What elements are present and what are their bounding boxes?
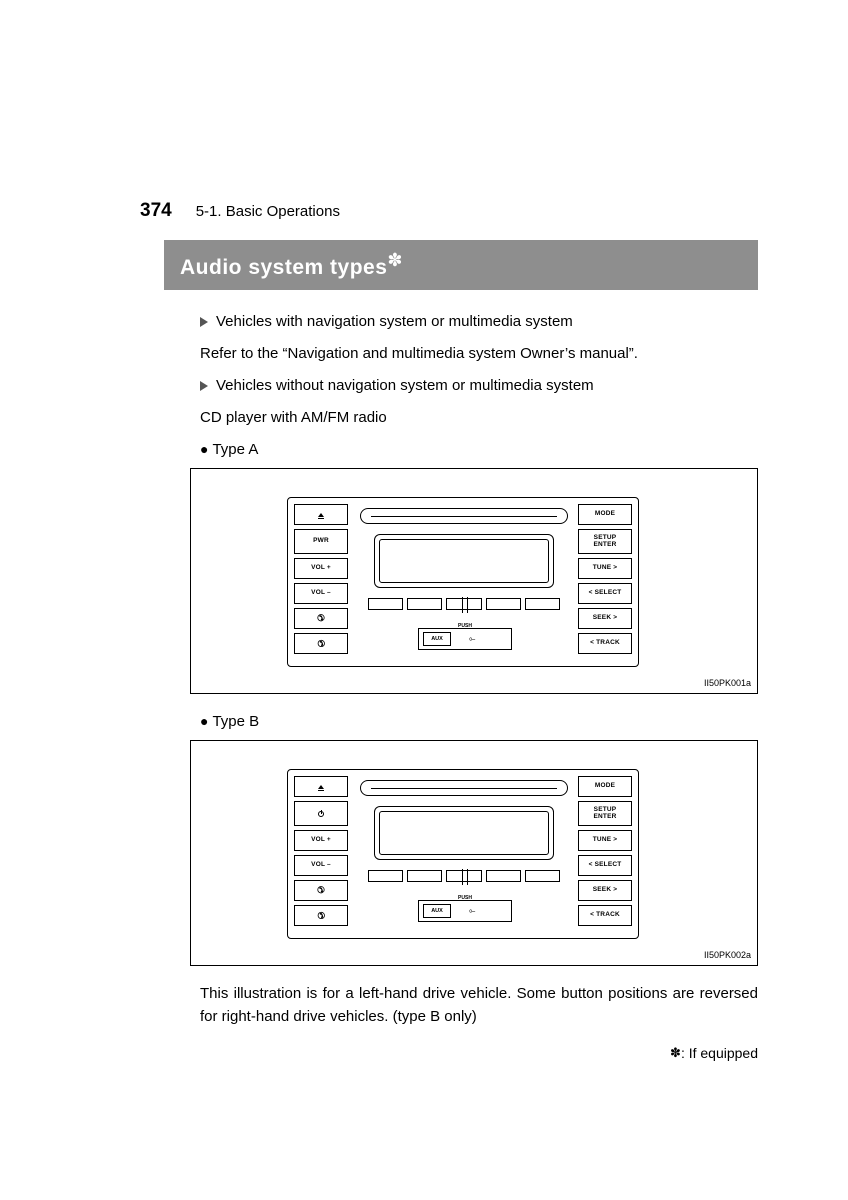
section-title-bar: Audio system types✽ xyxy=(164,240,758,290)
eject-button xyxy=(294,776,348,797)
asterisk: ✽ xyxy=(670,1045,681,1060)
type-b-label: ●Type B xyxy=(200,710,758,734)
mode-button: MODE xyxy=(578,776,632,797)
setup-enter-button: SETUPENTER xyxy=(578,801,632,826)
triangle-bullet-icon xyxy=(200,317,208,327)
push-label: PUSH xyxy=(419,894,511,902)
aux-button: AUX xyxy=(423,632,451,646)
hangup-icon: ✆ xyxy=(313,636,329,652)
preset-button xyxy=(446,598,481,610)
left-button-column: PWR VOL + VOL – ✆ ✆ xyxy=(294,504,348,654)
manual-page: 374 5-1. Basic Operations Audio system t… xyxy=(0,0,848,1061)
preset-button xyxy=(446,870,481,882)
phone-icon: ✆ xyxy=(317,611,325,625)
aux-usb-area: PUSH AUX ⟜ xyxy=(418,900,512,922)
push-label: PUSH xyxy=(419,622,511,630)
aux-button: AUX xyxy=(423,904,451,918)
seek-button: SEEK > xyxy=(578,608,632,629)
select-button: < SELECT xyxy=(578,855,632,876)
triangle-bullet-icon xyxy=(200,381,208,391)
title-asterisk: ✽ xyxy=(387,250,403,270)
figure-id: II50PK002a xyxy=(704,948,751,962)
power-icon xyxy=(318,811,324,817)
refer-line: Refer to the “Navigation and multimedia … xyxy=(200,342,758,366)
display-screen xyxy=(374,534,554,588)
page-number: 374 xyxy=(140,200,172,222)
footer-note: This illustration is for a left-hand dri… xyxy=(200,982,758,1029)
figure-type-a: PWR VOL + VOL – ✆ ✆ MODE SETUPENTER TUNE… xyxy=(190,468,758,694)
eject-icon xyxy=(318,513,324,517)
hangup-button: ✆ xyxy=(294,905,348,926)
preset-button xyxy=(407,598,442,610)
usb-icon: ⟜ xyxy=(469,633,475,646)
display-screen xyxy=(374,806,554,860)
preset-button xyxy=(368,870,403,882)
preset-button xyxy=(486,598,521,610)
bullet-without-nav: Vehicles without navigation system or mu… xyxy=(200,374,758,398)
phone-icon: ✆ xyxy=(317,883,325,897)
aux-usb-area: PUSH AUX ⟜ xyxy=(418,628,512,650)
preset-button xyxy=(525,870,560,882)
bullet-text: Vehicles without navigation system or mu… xyxy=(216,377,594,394)
preset-button xyxy=(407,870,442,882)
power-button: PWR xyxy=(294,529,348,554)
figure-type-b: VOL + VOL – ✆ ✆ MODE SETUPENTER TUNE > <… xyxy=(190,740,758,966)
bullet-text: Vehicles with navigation system or multi… xyxy=(216,313,573,330)
eject-icon xyxy=(318,785,324,789)
track-button: < TRACK xyxy=(578,633,632,654)
section-reference: 5-1. Basic Operations xyxy=(196,203,340,220)
track-button: < TRACK xyxy=(578,905,632,926)
body-content: Vehicles with navigation system or multi… xyxy=(200,310,758,966)
hangup-button: ✆ xyxy=(294,633,348,654)
vol-down-button: VOL – xyxy=(294,855,348,876)
tune-button: TUNE > xyxy=(578,830,632,851)
tune-button: TUNE > xyxy=(578,558,632,579)
if-equipped-note: ✽: If equipped xyxy=(140,1045,758,1061)
hangup-icon: ✆ xyxy=(313,908,329,924)
left-button-column: VOL + VOL – ✆ ✆ xyxy=(294,776,348,926)
preset-button xyxy=(525,598,560,610)
vol-down-button: VOL – xyxy=(294,583,348,604)
setup-enter-button: SETUPENTER xyxy=(578,529,632,554)
preset-button xyxy=(486,870,521,882)
phone-button: ✆ xyxy=(294,880,348,901)
eject-button xyxy=(294,504,348,525)
radio-unit: VOL + VOL – ✆ ✆ MODE SETUPENTER TUNE > <… xyxy=(287,769,639,939)
vol-up-button: VOL + xyxy=(294,558,348,579)
dot-bullet-icon: ● xyxy=(200,713,208,729)
right-button-column: MODE SETUPENTER TUNE > < SELECT SEEK > <… xyxy=(578,504,632,654)
dot-bullet-icon: ● xyxy=(200,441,208,457)
radio-unit: PWR VOL + VOL – ✆ ✆ MODE SETUPENTER TUNE… xyxy=(287,497,639,667)
preset-row xyxy=(368,598,560,610)
mode-button: MODE xyxy=(578,504,632,525)
section-title: Audio system types xyxy=(180,256,387,279)
bullet-with-nav: Vehicles with navigation system or multi… xyxy=(200,310,758,334)
page-header: 374 5-1. Basic Operations xyxy=(140,200,758,222)
cd-slot xyxy=(360,780,568,796)
right-button-column: MODE SETUPENTER TUNE > < SELECT SEEK > <… xyxy=(578,776,632,926)
select-button: < SELECT xyxy=(578,583,632,604)
preset-button xyxy=(368,598,403,610)
figure-id: II50PK001a xyxy=(704,676,751,690)
cd-slot xyxy=(360,508,568,524)
seek-button: SEEK > xyxy=(578,880,632,901)
type-a-label: ●Type A xyxy=(200,438,758,462)
usb-icon: ⟜ xyxy=(469,905,475,918)
vol-up-button: VOL + xyxy=(294,830,348,851)
power-button xyxy=(294,801,348,826)
cd-player-line: CD player with AM/FM radio xyxy=(200,406,758,430)
phone-button: ✆ xyxy=(294,608,348,629)
preset-row xyxy=(368,870,560,882)
